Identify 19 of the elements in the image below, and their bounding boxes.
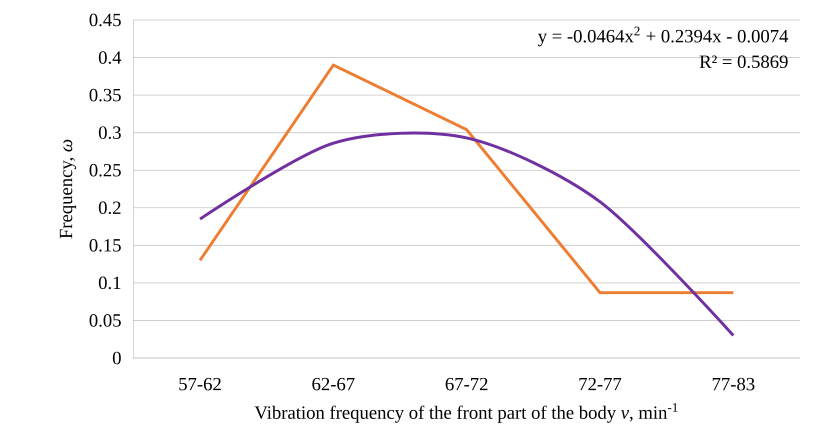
- y-tick-label: 0.35: [90, 88, 121, 102]
- y-tick-label: 0.4: [98, 51, 122, 64]
- x-tick-label: 77-83: [712, 378, 754, 390]
- y-tick-label: 0.25: [90, 164, 121, 177]
- y-axis-title: Frequency, ω: [60, 140, 76, 238]
- y-tick-label: 0: [112, 352, 121, 364]
- y-tick-label: 0.1: [98, 276, 120, 290]
- y-tick-label: 0.45: [90, 14, 121, 26]
- y-tick-label: 0.15: [90, 238, 121, 252]
- annotation: R² = 0.5869: [700, 55, 788, 68]
- y-tick-label: 0.05: [90, 314, 121, 327]
- annotation: y = -0.0464x$^{2}$ + 0.2394x - 0.0074: [538, 26, 788, 46]
- y-tick-label: 0.2: [98, 201, 120, 214]
- x-axis-title: Vibration frequency of the front part of the body ν, min$^{-1}$: [254, 403, 678, 423]
- x-tick-label: 57-62: [179, 378, 221, 390]
- y-tick-label: 0.3: [98, 126, 121, 140]
- x-tick-label: 72-77: [579, 378, 622, 390]
- x-tick-label: 67-72: [446, 378, 488, 390]
- x-tick-label: 62-67: [312, 378, 355, 390]
